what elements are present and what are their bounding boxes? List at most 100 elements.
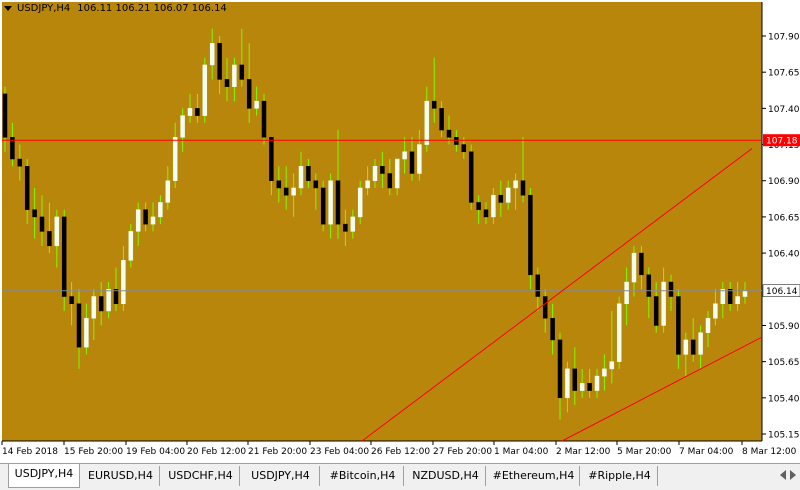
- bull-candle: [172, 137, 178, 181]
- tab-nzdusd-h4[interactable]: NZDUSD,H4: [406, 466, 486, 486]
- bear-candle: [468, 151, 474, 203]
- bull-candle: [402, 151, 407, 160]
- scroll-right-icon[interactable]: [790, 470, 796, 480]
- bear-candle: [143, 209, 148, 225]
- time-tick-label: 7 Mar 04:00: [679, 447, 734, 457]
- bear-candle: [380, 166, 385, 174]
- bull-candle: [616, 303, 622, 362]
- bull-candle: [394, 158, 400, 189]
- bear-candle: [335, 180, 341, 225]
- time-tick-label: 5 Mar 20:00: [617, 447, 672, 457]
- bear-candle: [69, 296, 74, 304]
- bear-candle: [409, 151, 415, 174]
- price-tick-label: 105.15: [768, 431, 800, 441]
- bull-candle: [91, 296, 97, 319]
- bull-candle: [720, 289, 726, 304]
- bull-candle: [158, 202, 163, 218]
- bear-candle: [676, 296, 681, 355]
- bear-candle: [98, 296, 104, 312]
- bull-candle: [624, 281, 629, 304]
- bear-candle: [483, 209, 489, 218]
- price-chart[interactable]: 107.90107.65107.40107.15106.90106.65106.…: [0, 0, 800, 463]
- bull-candle: [54, 216, 60, 247]
- bear-candle: [535, 274, 541, 297]
- bull-candle: [84, 317, 89, 348]
- bear-candle: [261, 100, 267, 138]
- bear-candle: [476, 202, 481, 210]
- bull-candle: [417, 144, 422, 174]
- bear-candle: [246, 79, 252, 109]
- symbol-timeframe-label: USDJPY,H4: [17, 3, 71, 14]
- bear-candle: [217, 42, 222, 80]
- bear-candle: [572, 368, 578, 391]
- bear-candle: [557, 339, 563, 399]
- bull-candle: [291, 187, 296, 196]
- hline-price-marker: [763, 134, 800, 147]
- tab-ripple-h4[interactable]: #Ripple,H4: [582, 466, 658, 486]
- bear-candle: [668, 281, 674, 297]
- bear-candle: [498, 194, 504, 203]
- upper-trendline[interactable]: [361, 148, 753, 442]
- price-tick-label: 105.90: [768, 322, 800, 332]
- tab-scroll-arrows: [780, 470, 796, 480]
- bear-candle: [587, 383, 592, 391]
- bear-candle: [195, 108, 200, 116]
- bear-candle: [320, 187, 326, 225]
- bull-candle: [202, 64, 208, 116]
- bear-candle: [239, 64, 245, 80]
- bear-candle: [32, 209, 37, 218]
- bear-candle: [61, 216, 67, 297]
- bull-candle: [180, 115, 185, 138]
- tab-eurusd-h4[interactable]: EURUSD,H4: [82, 466, 160, 486]
- tab-usdjpy-h4[interactable]: USDJPY,H4: [242, 466, 320, 486]
- bull-candle: [631, 252, 637, 283]
- price-tick-label: 107.40: [768, 105, 800, 115]
- bull-candle: [505, 187, 511, 203]
- bull-candle: [135, 209, 141, 232]
- bear-candle: [446, 129, 452, 138]
- bull-candle: [424, 100, 430, 145]
- bull-candle: [513, 180, 518, 189]
- price-tick-label: 106.40: [768, 250, 800, 260]
- bull-candle: [150, 216, 156, 225]
- tab-bitcoin-h4[interactable]: #Bitcoin,H4: [322, 466, 404, 486]
- bull-candle: [298, 166, 304, 189]
- bull-candle: [232, 64, 237, 87]
- bull-candle: [683, 339, 689, 355]
- bear-candle: [24, 166, 30, 210]
- bear-candle: [10, 137, 15, 160]
- bear-candle: [431, 100, 437, 109]
- time-tick-label: 15 Feb 20:00: [64, 447, 123, 457]
- price-tick-label: 105.40: [768, 394, 800, 404]
- tab-usdchf-h4[interactable]: USDCHF,H4: [162, 466, 240, 486]
- bear-candle: [520, 180, 526, 196]
- bull-candle: [602, 368, 607, 377]
- price-tick-label: 107.65: [768, 69, 800, 79]
- ohlc-label: 106.11 106.21 106.07 106.14: [77, 3, 227, 14]
- scroll-left-icon[interactable]: [780, 470, 786, 480]
- tab-usdjpy-h4-active[interactable]: USDJPY,H4: [8, 464, 80, 488]
- bull-candle: [594, 375, 600, 391]
- bull-candle: [565, 368, 570, 399]
- time-tick-label: 21 Feb 20:00: [248, 447, 307, 457]
- bear-candle: [2, 93, 8, 138]
- bear-candle: [113, 289, 119, 304]
- tab-ethereum-h4[interactable]: #Ethereum,H4: [488, 466, 580, 486]
- bull-candle: [661, 281, 666, 326]
- bull-candle: [357, 187, 363, 218]
- bear-candle: [39, 216, 45, 232]
- price-tick-label: 106.90: [768, 177, 800, 187]
- bear-candle: [47, 231, 52, 247]
- time-tick-label: 26 Feb 12:00: [371, 447, 430, 457]
- collapse-triangle-icon[interactable]: [4, 6, 12, 11]
- bear-candle: [639, 252, 644, 276]
- price-tick-label: 106.65: [768, 213, 800, 223]
- bear-candle: [313, 180, 319, 189]
- price-tick-label: 105.65: [768, 358, 800, 368]
- bull-candle: [705, 317, 711, 333]
- lower-trendline[interactable]: [561, 336, 763, 442]
- chart-window[interactable]: 107.90107.65107.40107.15106.90106.65106.…: [0, 0, 800, 463]
- bear-candle: [646, 274, 652, 297]
- bear-candle: [550, 317, 555, 341]
- hline-price-label: 107.18: [766, 137, 798, 147]
